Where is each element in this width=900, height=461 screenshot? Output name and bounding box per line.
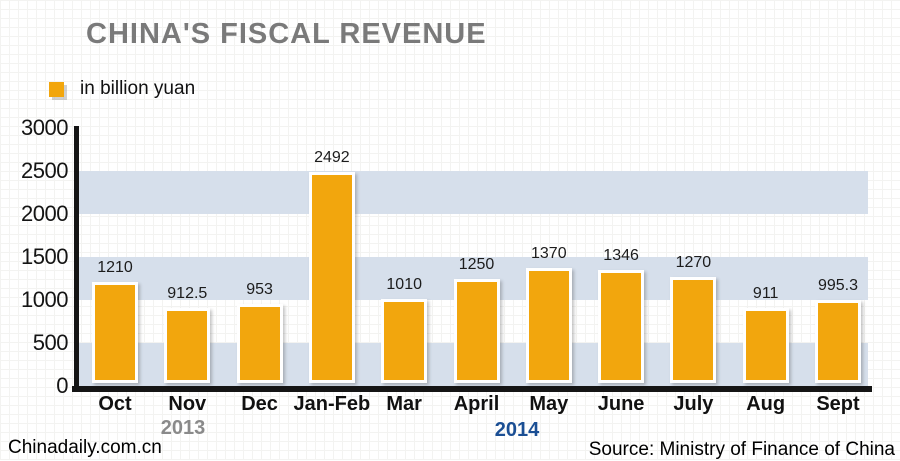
x-tick-label: May <box>529 393 569 415</box>
bar <box>92 282 138 383</box>
bar <box>670 277 717 383</box>
x-tick-label: June <box>597 393 645 415</box>
x-axis-line <box>72 386 872 392</box>
x-tick-label: Sept <box>816 393 860 415</box>
x-tick-label: April <box>453 393 500 415</box>
bar <box>453 279 500 383</box>
legend-label: in billion yuan <box>80 78 196 99</box>
bar-value-label: 1370 <box>531 245 567 262</box>
x-tick-label: Mar <box>386 393 422 415</box>
x-tick-label: Aug <box>746 393 786 415</box>
bar-value-label: 1270 <box>675 254 712 271</box>
footer-source: Source: Ministry of Finance of China <box>588 439 895 460</box>
bar <box>598 270 645 383</box>
x-tick-label: Jan-Feb <box>293 393 371 415</box>
bar-value-label: 912.5 <box>167 285 208 302</box>
bar <box>164 308 211 383</box>
bar-value-label: 1250 <box>458 256 495 273</box>
chart-title: CHINA'S FISCAL REVENUE <box>86 18 487 50</box>
legend-swatch-icon <box>49 81 64 97</box>
year-label-2013: 2013 <box>160 417 206 439</box>
bar <box>525 268 572 383</box>
y-tick-label: 2000 <box>21 201 68 226</box>
x-tick-label: Nov <box>168 393 207 415</box>
y-tick-label: 500 <box>32 330 69 355</box>
bar <box>236 304 283 383</box>
bar-value-label: 953 <box>246 281 273 298</box>
bar-value-label: 995.3 <box>817 277 859 294</box>
y-tick-label: 1000 <box>21 287 68 312</box>
bar-value-label: 1346 <box>603 247 639 264</box>
bar <box>742 308 789 383</box>
year-label-2014: 2014 <box>494 419 540 441</box>
grid-band <box>78 171 868 214</box>
bar <box>308 172 355 383</box>
bar-value-label: 911 <box>752 285 779 302</box>
x-tick-label: Dec <box>241 393 278 415</box>
bar-value-label: 1010 <box>386 276 422 293</box>
y-tick-label: 1500 <box>21 244 68 269</box>
y-tick-label: 2500 <box>21 158 68 183</box>
y-tick-label: 0 <box>56 373 68 398</box>
legend: in billion yuan <box>49 78 195 100</box>
x-tick-label: July <box>673 393 714 415</box>
bar-value-label: 1210 <box>97 259 133 276</box>
footer-credit: Chinadaily.com.cn <box>8 437 162 458</box>
bar <box>381 299 428 383</box>
bar-value-label: 2492 <box>314 149 350 166</box>
y-axis-line <box>74 126 79 392</box>
x-tick-label: Oct <box>98 393 132 415</box>
y-tick-label: 3000 <box>21 115 68 140</box>
bar <box>815 300 861 383</box>
